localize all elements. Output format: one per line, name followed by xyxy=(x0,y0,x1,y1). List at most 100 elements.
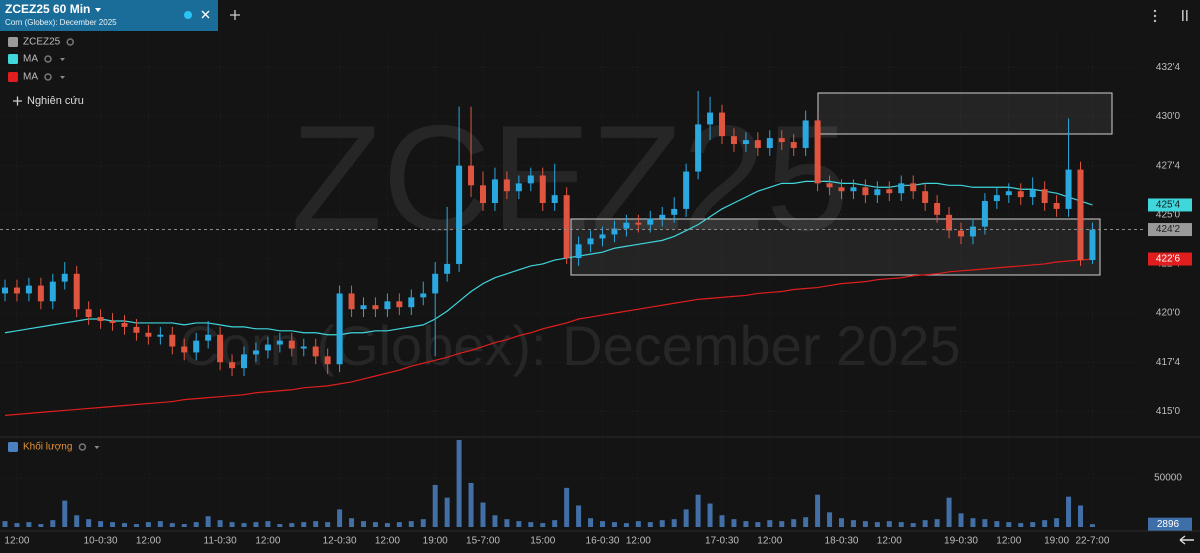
x-tick-label: 10-0:30 xyxy=(84,536,118,547)
candle-body xyxy=(2,287,8,294)
candle-body xyxy=(898,183,905,194)
candle-body xyxy=(444,263,451,274)
legend-dropdown[interactable] xyxy=(60,76,65,79)
y-tick-label: 417'4 xyxy=(1156,357,1181,368)
volume-bar xyxy=(934,519,940,527)
y-tick-label: 430'0 xyxy=(1156,111,1181,122)
volume-bar xyxy=(1089,524,1095,527)
back-icon[interactable] xyxy=(1179,535,1194,545)
candle-body xyxy=(229,362,236,369)
candle-body xyxy=(432,273,439,294)
candle-body xyxy=(922,191,929,204)
legend-settings[interactable] xyxy=(44,73,52,81)
candle-body xyxy=(766,138,773,148)
legend-settings[interactable] xyxy=(44,55,52,63)
candle-body xyxy=(993,195,1000,202)
volume-bar xyxy=(886,521,892,527)
candle-body xyxy=(623,222,630,229)
candle-body xyxy=(193,340,200,353)
x-tick-label: 12:00 xyxy=(4,536,29,547)
volume-bar xyxy=(289,523,295,527)
tab[interactable] xyxy=(0,0,218,31)
menu-icon[interactable] xyxy=(1153,9,1157,23)
candle-body xyxy=(707,112,714,125)
volume-bar xyxy=(432,484,438,527)
drawn-rectangle[interactable] xyxy=(817,92,1113,135)
candle-body xyxy=(659,214,666,219)
candle-body xyxy=(13,287,20,294)
legend-swatch xyxy=(8,37,18,47)
legend-dropdown[interactable] xyxy=(60,58,65,61)
candle-body xyxy=(1065,169,1072,209)
candle-body xyxy=(671,208,678,215)
volume-bar xyxy=(145,522,151,527)
volume-bar xyxy=(38,524,44,527)
volume-bar xyxy=(2,521,8,527)
candle-body xyxy=(157,334,164,337)
volume-bar xyxy=(396,522,402,527)
legend-settings[interactable] xyxy=(66,38,74,46)
candle-body xyxy=(934,203,941,215)
volume-bar xyxy=(181,524,187,527)
volume-bar xyxy=(408,521,414,527)
volume-bar xyxy=(456,439,462,527)
tab-close[interactable] xyxy=(201,10,210,19)
volume-bar xyxy=(994,521,1000,527)
candle-body xyxy=(121,322,128,327)
price-tag-label: 425'4 xyxy=(1156,200,1181,211)
tab-title: ZCEZ25 60 Min xyxy=(5,2,90,16)
volume-bar xyxy=(468,482,474,527)
legend-settings[interactable] xyxy=(78,443,87,451)
add-tab[interactable] xyxy=(230,10,240,20)
candle-body xyxy=(491,179,498,204)
drawn-rectangle[interactable] xyxy=(570,218,1101,276)
watermark-symbol: ZCEZ25 xyxy=(291,94,849,262)
volume-bar xyxy=(946,497,952,527)
volume-bar xyxy=(815,494,821,527)
tab-dropdown[interactable] xyxy=(95,8,101,12)
candle-body xyxy=(372,305,379,310)
x-tick-label: 12:00 xyxy=(136,536,161,547)
panel-icon[interactable] xyxy=(1182,10,1188,21)
volume-bar xyxy=(659,520,665,527)
candle-body xyxy=(169,334,176,347)
candle-body xyxy=(850,187,857,192)
candle-body xyxy=(288,340,295,349)
legend: ZCEZ25 MA MA Khối lượng xyxy=(8,37,100,453)
volume-bar xyxy=(910,523,916,527)
x-tick-label: 12:00 xyxy=(375,536,400,547)
volume-bar xyxy=(325,522,331,527)
x-tick-label: 22-7:00 xyxy=(1075,536,1109,547)
candle-body xyxy=(324,356,331,365)
legend-label: MA xyxy=(23,54,38,65)
candle-body xyxy=(396,301,403,308)
volume-bar xyxy=(229,522,235,527)
candle-body xyxy=(49,281,56,302)
candle-body xyxy=(503,179,510,192)
volume-bar xyxy=(444,497,450,527)
volume-bar xyxy=(420,519,426,527)
volume-bar xyxy=(313,521,319,527)
legend-dropdown[interactable] xyxy=(94,446,100,449)
volume-bar xyxy=(862,521,868,527)
study-plus[interactable] xyxy=(13,96,22,106)
volume-bar xyxy=(1018,523,1024,527)
price-tag xyxy=(1148,517,1192,531)
candle-body xyxy=(826,183,833,188)
volume-bar xyxy=(970,518,976,527)
candle-body xyxy=(420,293,427,298)
volume-bar xyxy=(600,521,605,527)
candle-body xyxy=(515,183,522,192)
volume-bar xyxy=(26,522,32,527)
volume-bar xyxy=(1042,520,1048,527)
candle-body xyxy=(563,195,570,259)
legend-swatch xyxy=(8,442,18,452)
candle-body xyxy=(348,293,355,310)
candle-body xyxy=(754,140,761,148)
volume-bar xyxy=(265,521,271,527)
volume-bar xyxy=(719,515,725,527)
candle-body xyxy=(1017,191,1024,198)
study-button[interactable]: Nghiên cứu xyxy=(27,95,84,107)
volume-bar xyxy=(982,519,988,527)
